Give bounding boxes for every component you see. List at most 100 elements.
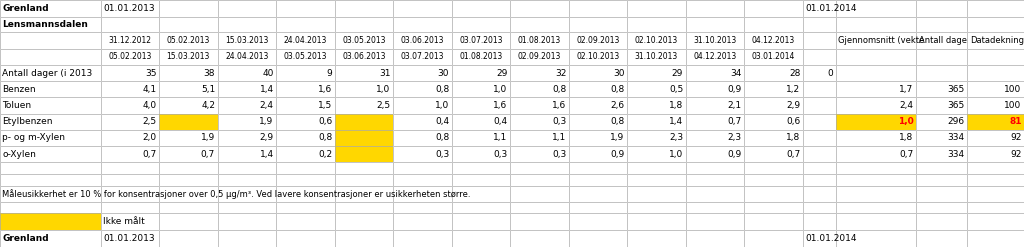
Text: 1,9: 1,9: [259, 117, 273, 126]
Text: 1,9: 1,9: [201, 133, 215, 143]
Bar: [159, 146, 217, 162]
Text: 2,1: 2,1: [728, 101, 741, 110]
Bar: [968, 32, 1024, 49]
Bar: [159, 213, 217, 230]
Bar: [100, 97, 159, 114]
Bar: [393, 32, 452, 49]
Text: 1,1: 1,1: [552, 133, 566, 143]
Bar: [836, 130, 916, 146]
Bar: [744, 202, 803, 213]
Bar: [393, 49, 452, 65]
Text: Antall dage: Antall dage: [919, 36, 967, 45]
Bar: [916, 230, 968, 247]
Bar: [803, 0, 836, 17]
Bar: [276, 130, 335, 146]
Text: 24.04.2013: 24.04.2013: [284, 36, 327, 45]
Bar: [510, 114, 568, 130]
Bar: [568, 185, 627, 202]
Text: 0,4: 0,4: [494, 117, 508, 126]
Bar: [803, 97, 836, 114]
Bar: [803, 49, 836, 65]
Bar: [510, 162, 568, 174]
Text: 2,9: 2,9: [259, 133, 273, 143]
Bar: [510, 49, 568, 65]
Bar: [916, 49, 968, 65]
Bar: [217, 162, 276, 174]
Text: 4,1: 4,1: [142, 85, 157, 94]
Bar: [916, 17, 968, 32]
Bar: [335, 32, 393, 49]
Text: 0,6: 0,6: [317, 117, 332, 126]
Bar: [510, 65, 568, 81]
Bar: [393, 146, 452, 162]
Bar: [510, 162, 568, 174]
Bar: [335, 174, 393, 185]
Bar: [452, 0, 510, 17]
Bar: [803, 202, 836, 213]
Bar: [393, 81, 452, 97]
Bar: [744, 130, 803, 146]
Bar: [217, 65, 276, 81]
Bar: [393, 213, 452, 230]
Bar: [217, 0, 276, 17]
Bar: [276, 162, 335, 174]
Text: 0,6: 0,6: [786, 117, 800, 126]
Bar: [686, 0, 744, 17]
Bar: [744, 65, 803, 81]
Text: 15.03.2013: 15.03.2013: [167, 52, 210, 61]
Bar: [510, 32, 568, 49]
Bar: [744, 32, 803, 49]
Bar: [510, 174, 568, 185]
Bar: [217, 65, 276, 81]
Text: 0,9: 0,9: [610, 150, 625, 159]
Bar: [335, 185, 393, 202]
Bar: [510, 49, 568, 65]
Bar: [568, 65, 627, 81]
Bar: [159, 185, 217, 202]
Bar: [744, 230, 803, 247]
Bar: [0, 174, 100, 185]
Bar: [159, 32, 217, 49]
Bar: [452, 81, 510, 97]
Text: 03.05.2013: 03.05.2013: [342, 36, 386, 45]
Bar: [159, 114, 217, 130]
Bar: [217, 32, 276, 49]
Bar: [916, 162, 968, 174]
Text: 0,8: 0,8: [435, 133, 450, 143]
Bar: [803, 174, 836, 185]
Bar: [968, 32, 1024, 49]
Text: 01.01.2013: 01.01.2013: [103, 234, 155, 243]
Bar: [803, 146, 836, 162]
Bar: [803, 230, 836, 247]
Bar: [968, 65, 1024, 81]
Bar: [627, 146, 686, 162]
Bar: [393, 17, 452, 32]
Bar: [627, 174, 686, 185]
Bar: [803, 32, 836, 49]
Bar: [686, 97, 744, 114]
Bar: [100, 174, 159, 185]
Text: 03.07.2013: 03.07.2013: [400, 52, 444, 61]
Bar: [686, 49, 744, 65]
Bar: [968, 162, 1024, 174]
Bar: [836, 65, 916, 81]
Bar: [100, 174, 159, 185]
Bar: [0, 0, 100, 17]
Bar: [510, 185, 568, 202]
Bar: [836, 185, 916, 202]
Bar: [159, 174, 217, 185]
Bar: [0, 65, 100, 81]
Bar: [803, 213, 836, 230]
Text: p- og m-Xylen: p- og m-Xylen: [2, 133, 66, 143]
Bar: [452, 202, 510, 213]
Bar: [916, 213, 968, 230]
Bar: [217, 17, 276, 32]
Bar: [968, 213, 1024, 230]
Bar: [452, 146, 510, 162]
Bar: [510, 213, 568, 230]
Bar: [159, 0, 217, 17]
Text: Grenland: Grenland: [2, 4, 49, 13]
Bar: [836, 65, 916, 81]
Bar: [916, 130, 968, 146]
Bar: [100, 130, 159, 146]
